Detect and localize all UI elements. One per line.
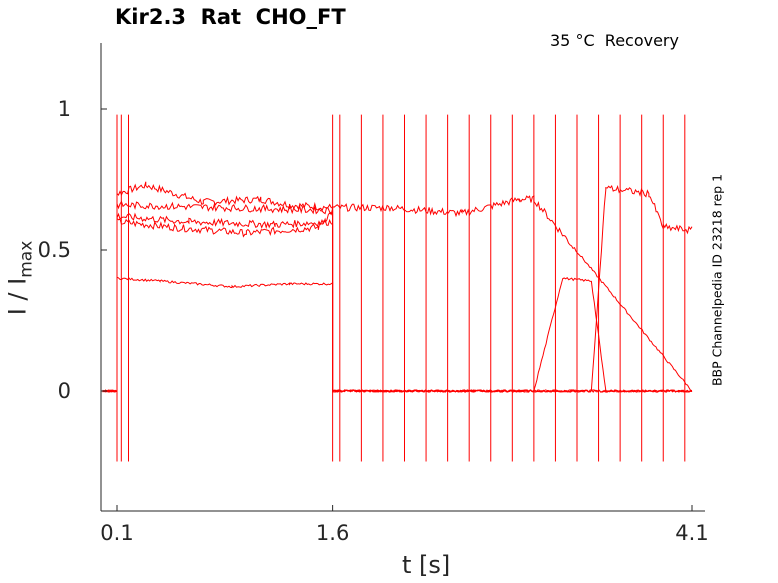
x-tick-label: 4.1: [675, 521, 709, 545]
x-tick-label: 1.6: [315, 521, 350, 545]
y-tick-label: 1: [57, 97, 71, 121]
axes-layer: [100, 43, 705, 512]
trace-line: [102, 184, 693, 393]
chart-title: Kir2.3 Rat CHO_FT: [115, 5, 346, 29]
y-tick-label: 0.5: [37, 238, 71, 262]
x-axis-label: t [s]: [402, 551, 451, 579]
y-tick-label: 0: [57, 379, 71, 403]
trace-line: [102, 194, 693, 393]
trace-line: [102, 212, 693, 393]
trace-layer: [102, 114, 693, 462]
x-tick-label: 0.1: [100, 521, 134, 545]
chart-subtitle: 35 °C Recovery: [550, 31, 679, 50]
